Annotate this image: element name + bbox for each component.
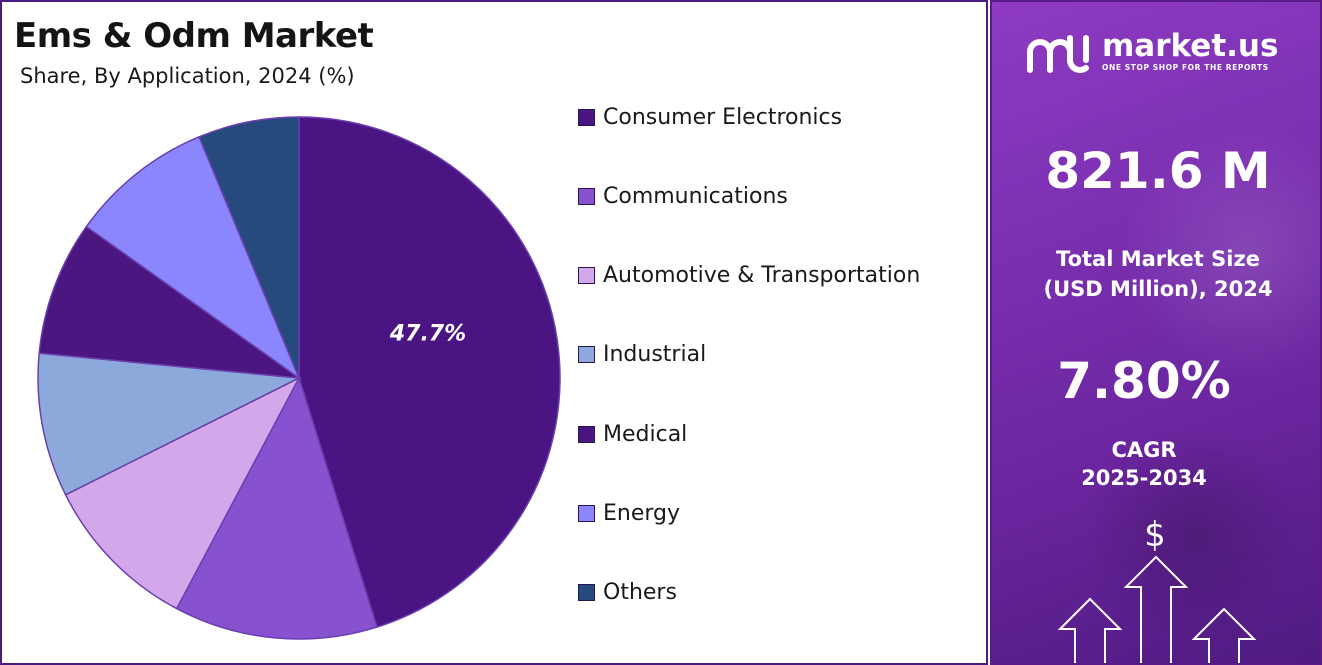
- cagr-label-line2: 2025-2034: [1081, 466, 1207, 490]
- legend-item: Others: [578, 578, 677, 608]
- legend-item: Industrial: [578, 340, 706, 370]
- legend-swatch: [578, 267, 595, 285]
- growth-arrows-icon: $: [1057, 515, 1257, 663]
- background-glow: [1120, 122, 1320, 382]
- legend-label: Communications: [603, 183, 788, 209]
- pie-slice-medical: [38, 225, 302, 380]
- legend-item: Communications: [578, 181, 788, 211]
- pie-slice-others: [198, 116, 300, 379]
- market-size-label-line2: (USD Million), 2024: [1043, 277, 1273, 301]
- growth-arrows-graphic: $: [1042, 502, 1272, 663]
- brand-name: market.us: [1102, 28, 1279, 64]
- pie-slice-communications: [175, 376, 378, 640]
- pie-data-label: 47.7%: [389, 321, 466, 346]
- pie-slice-energy: [85, 135, 301, 381]
- legend-item: Medical: [578, 419, 687, 449]
- legend-label: Industrial: [603, 342, 707, 368]
- legend-swatch: [578, 108, 595, 126]
- pie-chart: 47.7%: [37, 116, 561, 640]
- legend-swatch: [578, 505, 595, 522]
- legend-swatch: [578, 425, 595, 443]
- legend-swatch: [578, 187, 595, 205]
- pie-slice-automotive-transportation: [64, 376, 301, 610]
- brand-logo: market.us ONE STOP SHOP FOR THE REPORTS: [1026, 28, 1306, 78]
- cagr-value: 7.80%: [1057, 352, 1231, 410]
- pie-slice-consumer-electronics: [298, 116, 561, 629]
- dollar-sign-icon: $: [1144, 515, 1166, 555]
- legend-item: Consumer Electronics: [578, 102, 842, 132]
- legend-item: Energy: [578, 499, 680, 529]
- market-size-label-line1: Total Market Size: [1056, 247, 1260, 271]
- legend-label: Energy: [603, 501, 681, 526]
- legend-item: Automotive & Transportation: [578, 261, 920, 291]
- market-size-value: 821.6 M: [1045, 142, 1271, 200]
- legend-swatch: [578, 346, 595, 364]
- cagr-label-line1: CAGR: [1111, 438, 1177, 462]
- legend-swatch: [578, 584, 595, 602]
- chart-subtitle: Share, By Application, 2024 (%): [20, 64, 355, 88]
- legend-label: Medical: [603, 421, 688, 447]
- legend-label: Automotive & Transportation: [603, 263, 921, 289]
- legend-label: Consumer Electronics: [603, 104, 843, 130]
- pie-slice-industrial: [37, 352, 302, 496]
- market-us-logo-icon: [1027, 35, 1089, 73]
- chart-title: Ems & Odm Market: [14, 16, 374, 56]
- summary-sidebar: market.us ONE STOP SHOP FOR THE REPORTS …: [990, 0, 1322, 665]
- background-shadow: [1082, 422, 1302, 642]
- chart-panel: Ems & Odm Market Share, By Application, …: [0, 0, 988, 665]
- brand-tagline: ONE STOP SHOP FOR THE REPORTS: [1102, 63, 1269, 72]
- legend-label: Others: [603, 580, 677, 606]
